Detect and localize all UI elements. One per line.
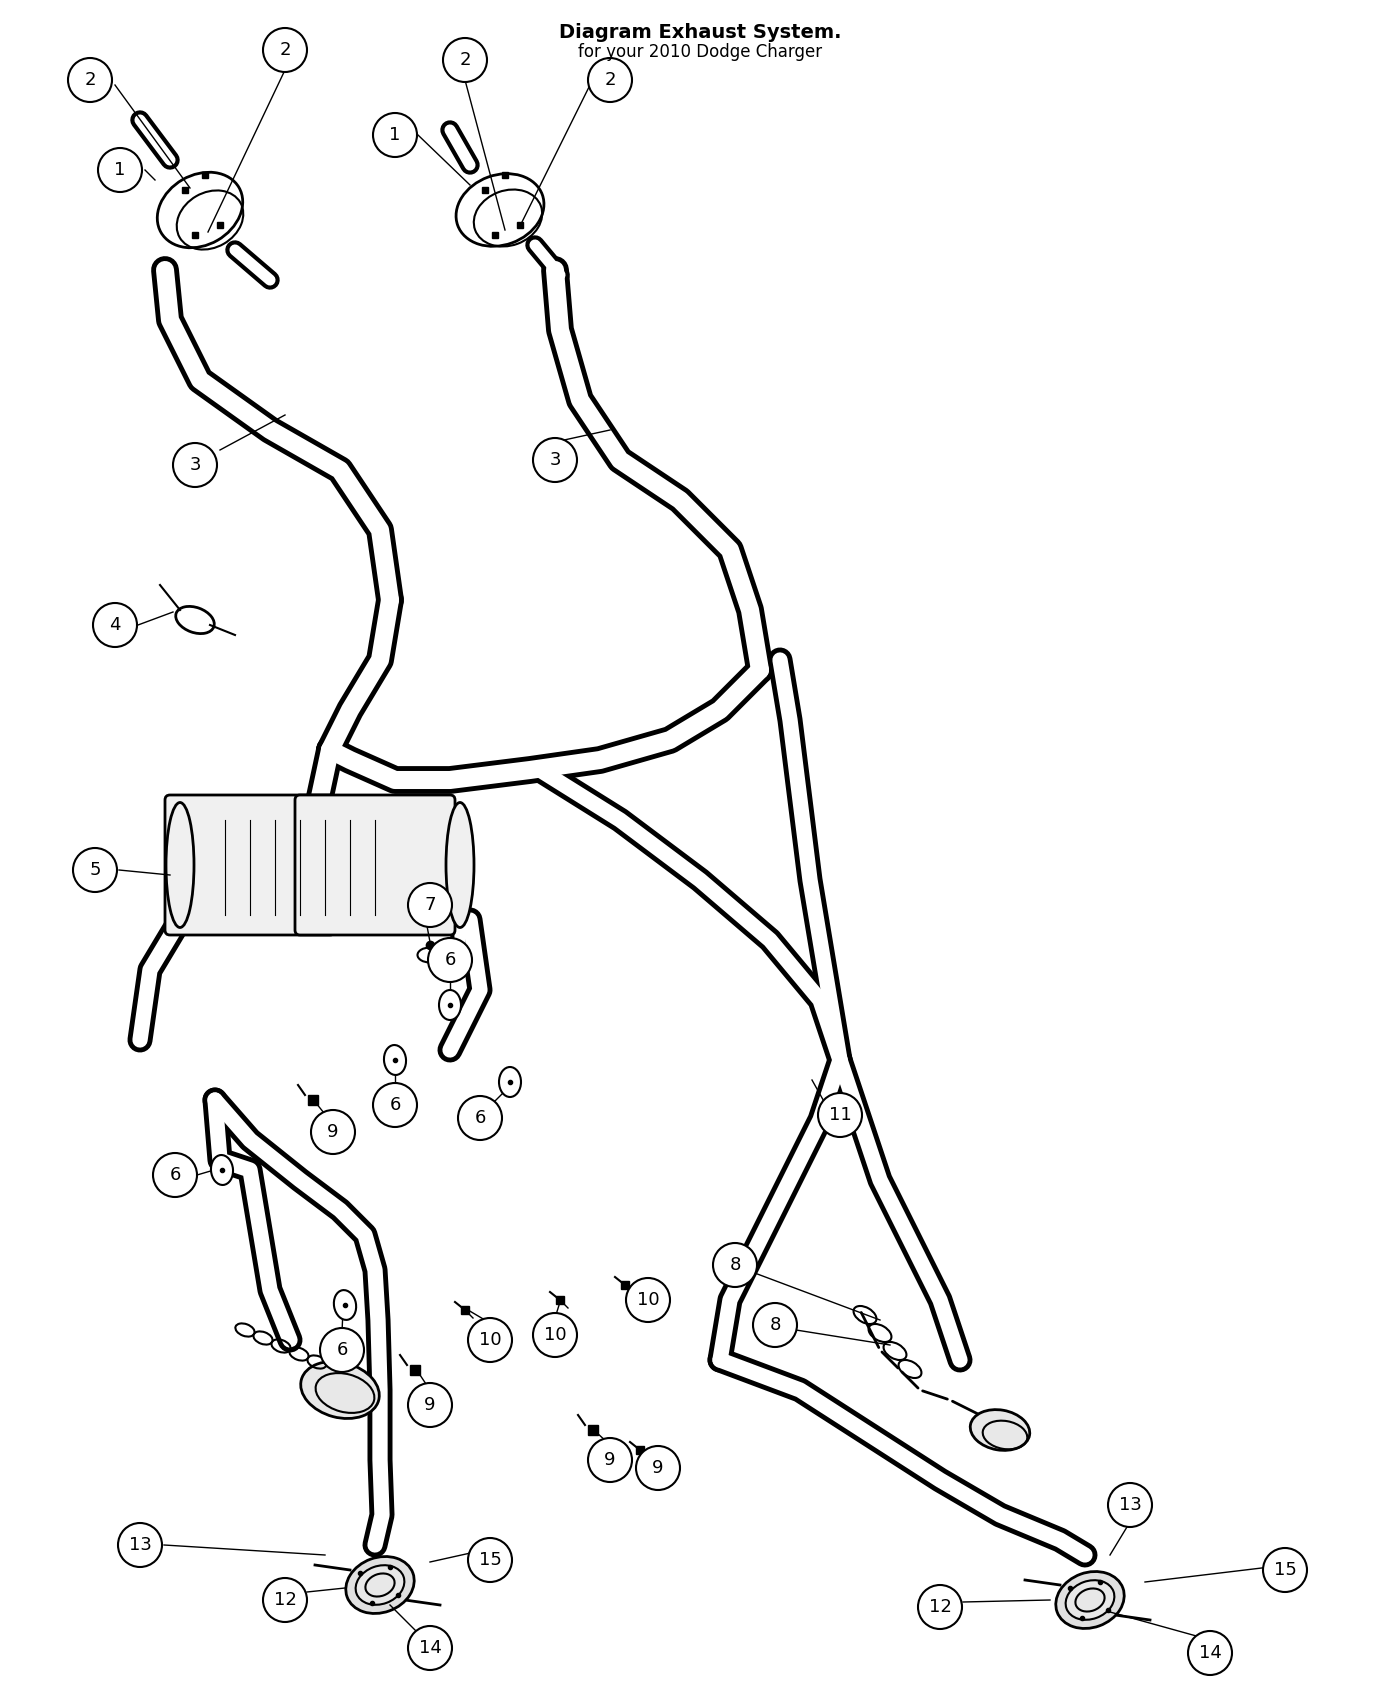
Text: 2: 2 <box>459 51 470 70</box>
Text: 9: 9 <box>652 1459 664 1477</box>
Ellipse shape <box>346 1557 414 1613</box>
Text: 6: 6 <box>389 1096 400 1114</box>
Circle shape <box>92 604 137 648</box>
Circle shape <box>713 1243 757 1287</box>
Text: Diagram Exhaust System.: Diagram Exhaust System. <box>559 22 841 41</box>
Ellipse shape <box>1065 1581 1114 1620</box>
Circle shape <box>428 938 472 983</box>
Text: for your 2010 Dodge Charger: for your 2010 Dodge Charger <box>578 42 822 61</box>
Text: 10: 10 <box>479 1331 501 1350</box>
Text: 8: 8 <box>770 1316 781 1334</box>
Text: 15: 15 <box>479 1550 501 1569</box>
Ellipse shape <box>301 1362 379 1418</box>
Circle shape <box>442 37 487 82</box>
Text: 6: 6 <box>336 1341 347 1358</box>
Circle shape <box>311 1110 356 1154</box>
Text: 15: 15 <box>1274 1561 1296 1579</box>
Circle shape <box>753 1302 797 1346</box>
Ellipse shape <box>498 1068 521 1096</box>
Text: 3: 3 <box>189 456 200 474</box>
Text: 3: 3 <box>549 450 561 469</box>
Circle shape <box>1107 1482 1152 1527</box>
Ellipse shape <box>440 989 461 1020</box>
Ellipse shape <box>167 802 195 928</box>
FancyBboxPatch shape <box>165 796 335 935</box>
Text: 1: 1 <box>389 126 400 144</box>
Circle shape <box>458 1096 503 1141</box>
Circle shape <box>918 1584 962 1629</box>
Circle shape <box>372 1083 417 1127</box>
Text: 6: 6 <box>169 1166 181 1183</box>
Ellipse shape <box>447 802 475 928</box>
Circle shape <box>118 1523 162 1567</box>
Ellipse shape <box>1056 1571 1124 1629</box>
Ellipse shape <box>970 1409 1030 1450</box>
Ellipse shape <box>211 1154 232 1185</box>
Circle shape <box>468 1538 512 1583</box>
Circle shape <box>153 1153 197 1197</box>
Circle shape <box>1189 1630 1232 1674</box>
Circle shape <box>321 1328 364 1372</box>
Circle shape <box>626 1278 671 1323</box>
Ellipse shape <box>356 1566 405 1605</box>
Circle shape <box>407 882 452 927</box>
Text: 11: 11 <box>829 1107 851 1124</box>
Text: 5: 5 <box>90 860 101 879</box>
Text: 1: 1 <box>115 162 126 178</box>
Ellipse shape <box>384 1046 406 1074</box>
Circle shape <box>588 1438 631 1482</box>
Text: 7: 7 <box>424 896 435 915</box>
Circle shape <box>73 848 118 892</box>
Text: 9: 9 <box>328 1124 339 1141</box>
Circle shape <box>407 1625 452 1669</box>
Text: 2: 2 <box>84 71 95 88</box>
Text: 6: 6 <box>444 950 455 969</box>
Text: 10: 10 <box>637 1290 659 1309</box>
Circle shape <box>588 58 631 102</box>
Circle shape <box>533 1312 577 1357</box>
Text: 8: 8 <box>729 1256 741 1273</box>
Text: 14: 14 <box>419 1639 441 1658</box>
Text: 9: 9 <box>424 1396 435 1414</box>
Text: 4: 4 <box>109 615 120 634</box>
Circle shape <box>818 1093 862 1137</box>
Circle shape <box>372 112 417 156</box>
Circle shape <box>98 148 141 192</box>
Circle shape <box>533 439 577 483</box>
Text: 6: 6 <box>475 1108 486 1127</box>
Text: 13: 13 <box>1119 1496 1141 1515</box>
Circle shape <box>636 1447 680 1489</box>
Text: 2: 2 <box>605 71 616 88</box>
Circle shape <box>1263 1549 1308 1591</box>
Circle shape <box>69 58 112 102</box>
Text: 2: 2 <box>279 41 291 60</box>
Text: 14: 14 <box>1198 1644 1221 1663</box>
Circle shape <box>468 1318 512 1362</box>
FancyBboxPatch shape <box>295 796 455 935</box>
Text: 10: 10 <box>543 1326 567 1345</box>
Text: 12: 12 <box>273 1591 297 1608</box>
Text: 12: 12 <box>928 1598 952 1617</box>
Text: 13: 13 <box>129 1537 151 1554</box>
Text: 9: 9 <box>605 1452 616 1469</box>
Circle shape <box>263 1578 307 1622</box>
Circle shape <box>263 27 307 71</box>
Circle shape <box>174 444 217 486</box>
Circle shape <box>407 1384 452 1426</box>
Ellipse shape <box>333 1290 356 1319</box>
